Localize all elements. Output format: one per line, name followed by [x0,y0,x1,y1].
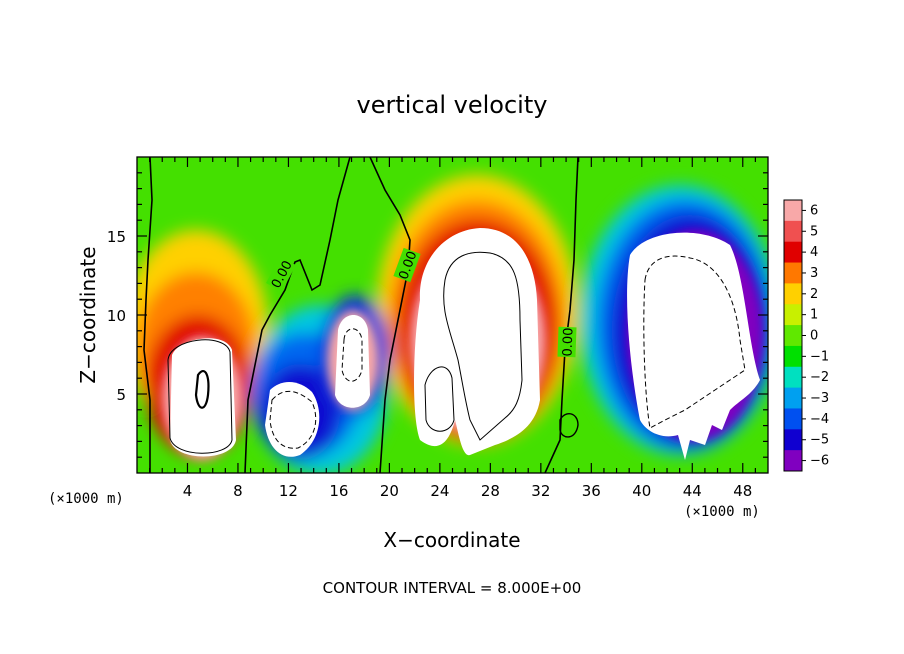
heatmap-field [137,157,768,473]
x-tick-label: 8 [233,482,243,500]
y-tick-label: 15 [107,228,126,246]
colorbar-swatch [784,387,802,409]
zero-contour-2 [244,157,351,473]
x-tick-label: 20 [380,482,399,500]
contour-8-center-low [424,366,455,432]
colorbar-swatch [784,262,802,284]
x-tick-label: 48 [733,482,752,500]
core-mid-low [265,381,320,457]
zero-contour-1 [143,157,153,473]
x-tick-label: 16 [329,482,348,500]
colorbar-label: −2 [810,370,829,385]
colorbar-swatch [784,345,802,368]
x-tick-label: 44 [683,482,702,500]
x-tick-label: 40 [632,482,651,500]
contour-neg-mid [341,328,363,382]
colorbar-swatch [784,200,802,222]
colorbar-swatch [784,450,802,472]
y-tick-label: 10 [107,307,126,325]
colorbar-label: −3 [810,391,829,406]
core-center [414,228,540,456]
contour-label: 0.00 [560,327,576,356]
contour-interval-note: CONTOUR INTERVAL = 8.000E+00 [323,579,582,597]
colorbar-label: 5 [810,224,818,239]
chart-title: vertical velocity [357,91,548,119]
colorbar-label: 0 [810,329,818,344]
y-tick-label: 5 [116,386,126,404]
core-left [170,338,236,457]
colorbar-swatch [784,220,802,243]
colorbar-swatch [784,304,802,326]
contour-lines [143,157,746,473]
x-axis-label: X−coordinate [383,528,520,552]
zero-contour-3 [369,157,411,473]
x-tick-label: 36 [582,482,601,500]
zero-contour-loop [559,413,579,438]
colorbar-swatch [784,429,802,451]
colorbar-label: −1 [810,349,829,364]
colorbar-label: 3 [810,266,818,281]
x-tick-label: 4 [183,482,193,500]
colorbar-swatch [784,325,802,347]
colorbar-label: 6 [810,203,818,218]
colorbar-swatch [784,366,802,389]
core-mid [335,315,370,408]
colorbar-swatch [784,408,802,430]
x-tick-label: 32 [531,482,550,500]
contour-8-left [167,339,233,454]
colorbar-label: 4 [810,245,818,260]
tick-marks [137,157,768,473]
contour-neg-mid-low [269,390,317,449]
contour-neg-right [643,255,746,429]
colorbar: 6 5 4 3 2 1 0 −1 −2 −3 −4 −5 −6 [783,199,829,472]
colorbar-swatch [784,283,802,305]
x-tick-label: 24 [430,482,449,500]
contour-16-left [194,369,210,409]
y-axis-label: Z−coordinate [76,246,100,383]
x-tick-label: 28 [481,482,500,500]
colorbar-label: 2 [810,287,818,302]
x-unit-right: (×1000 m) [684,504,760,520]
colorbar-label: −5 [810,433,829,448]
x-unit-left: (×1000 m) [48,491,124,507]
x-tick-label: 12 [279,482,298,500]
colorbar-label: −4 [810,412,829,427]
colorbar-label: 1 [810,308,818,323]
colorbar-label: −6 [810,454,829,469]
colorbar-swatch [784,241,802,264]
contour-8-center [443,251,523,441]
